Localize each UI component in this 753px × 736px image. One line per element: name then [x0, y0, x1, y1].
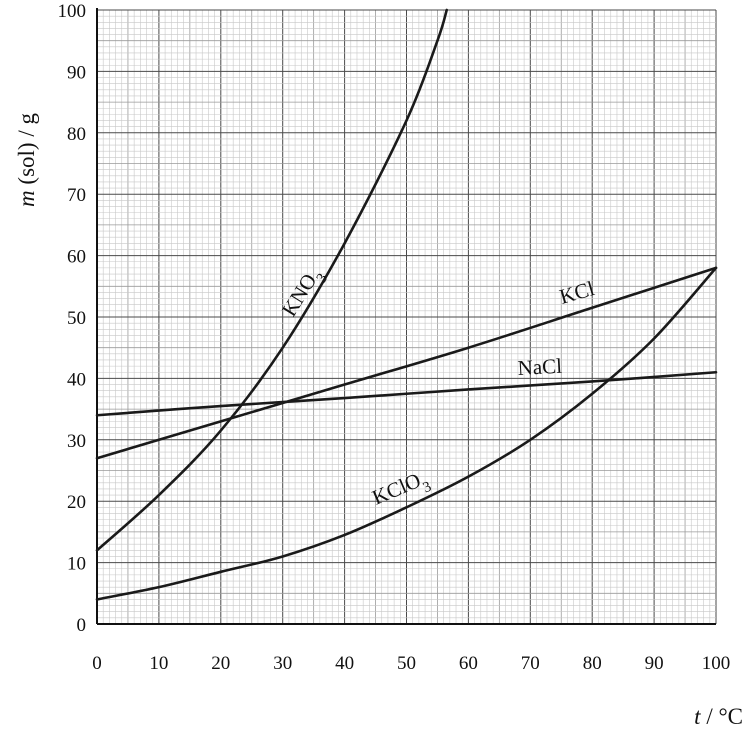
x-tick-label: 50 — [397, 653, 416, 674]
series-line-kno3 — [95, 8, 449, 552]
x-tick-label: 60 — [459, 653, 478, 674]
x-tick-label: 20 — [211, 653, 230, 674]
series-label-nacl: NaCl — [517, 354, 563, 380]
y-tick-label: 20 — [67, 492, 86, 513]
y-tick-label: 50 — [67, 308, 86, 329]
x-tick-label: 80 — [583, 653, 602, 674]
y-tick-label: 100 — [58, 1, 87, 22]
x-tick-label: 100 — [702, 653, 731, 674]
x-tick-label: 0 — [92, 653, 102, 674]
y-tick-label: 0 — [77, 615, 87, 636]
y-tick-labels: 0 10 20 30 40 50 60 70 80 90 100 — [58, 1, 87, 636]
x-tick-label: 30 — [273, 653, 292, 674]
y-tick-label: 70 — [67, 185, 86, 206]
y-tick-label: 90 — [67, 62, 86, 83]
series-line-kcl — [95, 266, 718, 460]
x-axis-title: t / °C — [694, 704, 743, 729]
series-label-kclo3: KClO3 — [369, 465, 434, 516]
y-tick-label: 60 — [67, 247, 86, 268]
y-tick-label: 80 — [67, 124, 86, 145]
axes — [96, 8, 716, 625]
x-axis-var: t — [694, 704, 701, 729]
y-axis-var: m — [14, 190, 39, 207]
x-axis-unit: / °C — [701, 704, 743, 729]
grid — [96, 9, 717, 625]
series-lines — [95, 8, 718, 601]
x-tick-label: 70 — [521, 653, 540, 674]
x-tick-label: 40 — [335, 653, 354, 674]
x-tick-labels: 0 10 20 30 40 50 60 70 80 90 100 — [92, 653, 730, 674]
x-tick-label: 10 — [149, 653, 168, 674]
y-axis-unit: (sol) / g — [14, 113, 39, 191]
x-tick-label: 90 — [645, 653, 664, 674]
y-axis-title: m (sol) / g — [14, 113, 39, 207]
series-line-kclo3 — [95, 266, 718, 601]
y-tick-label: 10 — [67, 554, 86, 575]
y-tick-label: 30 — [67, 431, 86, 452]
y-tick-label: 40 — [67, 369, 86, 390]
series-label-kcl: KCl — [557, 276, 597, 309]
